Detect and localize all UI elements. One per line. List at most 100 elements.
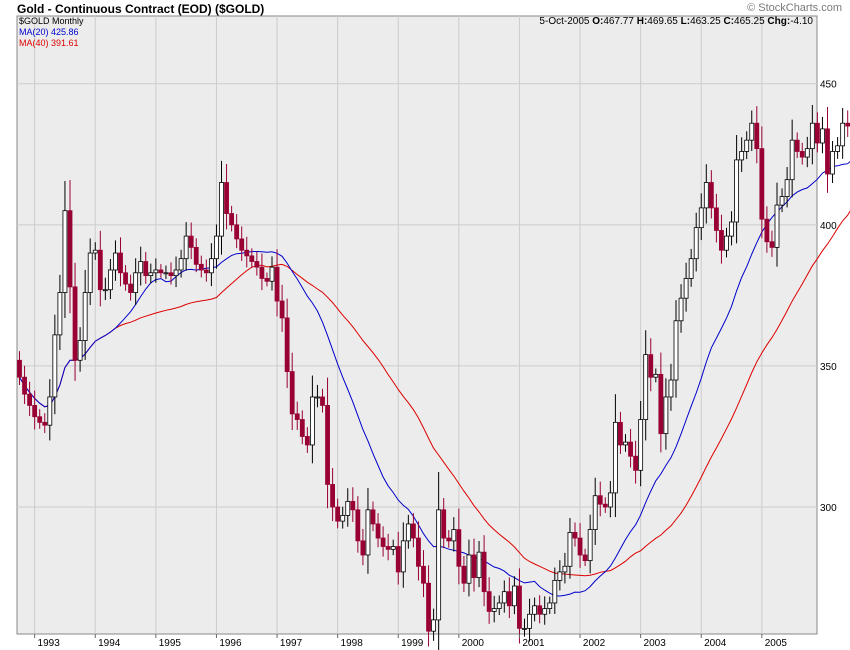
candle <box>52 314 58 415</box>
candle <box>683 262 689 312</box>
candle <box>289 352 295 431</box>
candle <box>27 381 33 417</box>
candle <box>830 140 835 184</box>
candle <box>471 538 477 592</box>
candle <box>653 368 659 383</box>
candle <box>113 240 118 281</box>
candle <box>446 530 452 548</box>
candle <box>688 248 694 287</box>
candle <box>794 132 800 159</box>
candle <box>239 226 245 261</box>
quote-chg-label: Chg: <box>767 16 791 27</box>
candle <box>476 541 482 588</box>
candle <box>506 577 512 619</box>
candle <box>597 481 603 517</box>
candle <box>229 205 235 232</box>
candle <box>234 214 240 249</box>
candle <box>365 487 371 574</box>
candle-layer <box>17 104 850 650</box>
x-tick-label-1996: 1996 <box>219 638 242 649</box>
x-tick-label-1997: 1997 <box>280 638 303 649</box>
ma20-line <box>19 160 850 597</box>
candle <box>774 182 780 267</box>
candle <box>582 548 588 567</box>
candle <box>375 513 381 548</box>
candle <box>264 272 270 287</box>
candle <box>168 262 174 285</box>
candle <box>547 596 553 615</box>
x-tick-label-1995: 1995 <box>159 638 182 649</box>
grid-layer <box>17 16 817 634</box>
legend-symbol: $GOLD Monthly <box>19 16 84 26</box>
candle <box>42 413 48 434</box>
candle <box>183 222 189 271</box>
candle <box>587 514 593 574</box>
candle <box>193 238 199 273</box>
candle <box>734 135 739 244</box>
candle <box>143 251 149 284</box>
candle <box>47 379 53 441</box>
candle <box>724 227 729 258</box>
candle <box>335 498 341 529</box>
candle <box>496 595 502 616</box>
candle <box>82 269 88 360</box>
candle <box>128 274 134 301</box>
quote-high-label: H: <box>636 16 648 27</box>
x-tick-label-2003: 2003 <box>644 638 667 649</box>
candle <box>759 126 765 239</box>
candle <box>360 528 366 566</box>
candle <box>17 351 22 385</box>
candle <box>754 106 760 164</box>
candle <box>804 136 810 168</box>
candle <box>527 598 532 642</box>
candle <box>557 560 563 591</box>
candle <box>532 597 537 622</box>
candle <box>572 522 578 547</box>
candle <box>395 531 401 585</box>
candle <box>304 427 310 453</box>
quote-high: 469.65 <box>647 16 678 27</box>
candle <box>643 330 649 441</box>
candle <box>703 164 709 224</box>
chart-title: Gold - Continuous Contract (EOD) ($GOLD) <box>17 2 265 16</box>
x-tick-label-1999: 1999 <box>401 638 424 649</box>
candle <box>315 384 320 408</box>
candle <box>279 284 285 332</box>
x-tick-label-1998: 1998 <box>341 638 364 649</box>
watermark: © StockCharts.com <box>747 2 842 14</box>
candle <box>340 506 346 529</box>
candle <box>623 434 628 452</box>
candle <box>729 211 734 246</box>
x-tick-label-2005: 2005 <box>765 638 788 649</box>
candle <box>158 264 164 278</box>
candle <box>345 488 351 527</box>
x-tick-label-1994: 1994 <box>98 638 121 649</box>
candle <box>789 119 795 198</box>
candle <box>92 242 98 260</box>
candle <box>355 496 361 553</box>
candle <box>431 608 437 641</box>
candle <box>451 517 457 552</box>
candle <box>178 249 184 278</box>
candle <box>466 539 472 597</box>
candle <box>809 104 815 165</box>
candle <box>405 514 411 549</box>
candle <box>769 230 775 257</box>
candle <box>410 513 416 548</box>
candle <box>668 363 674 411</box>
candle <box>163 265 169 280</box>
candle <box>602 497 608 513</box>
candle <box>693 212 699 272</box>
x-tick-label-2001: 2001 <box>522 638 545 649</box>
candle <box>537 595 543 624</box>
candle <box>764 206 770 253</box>
candle <box>698 193 704 241</box>
candle <box>426 565 431 647</box>
x-tick-label-2002: 2002 <box>583 638 606 649</box>
candle <box>77 327 83 372</box>
candle <box>744 131 750 160</box>
candle <box>148 263 154 284</box>
candle <box>62 180 68 319</box>
candle <box>840 108 846 159</box>
